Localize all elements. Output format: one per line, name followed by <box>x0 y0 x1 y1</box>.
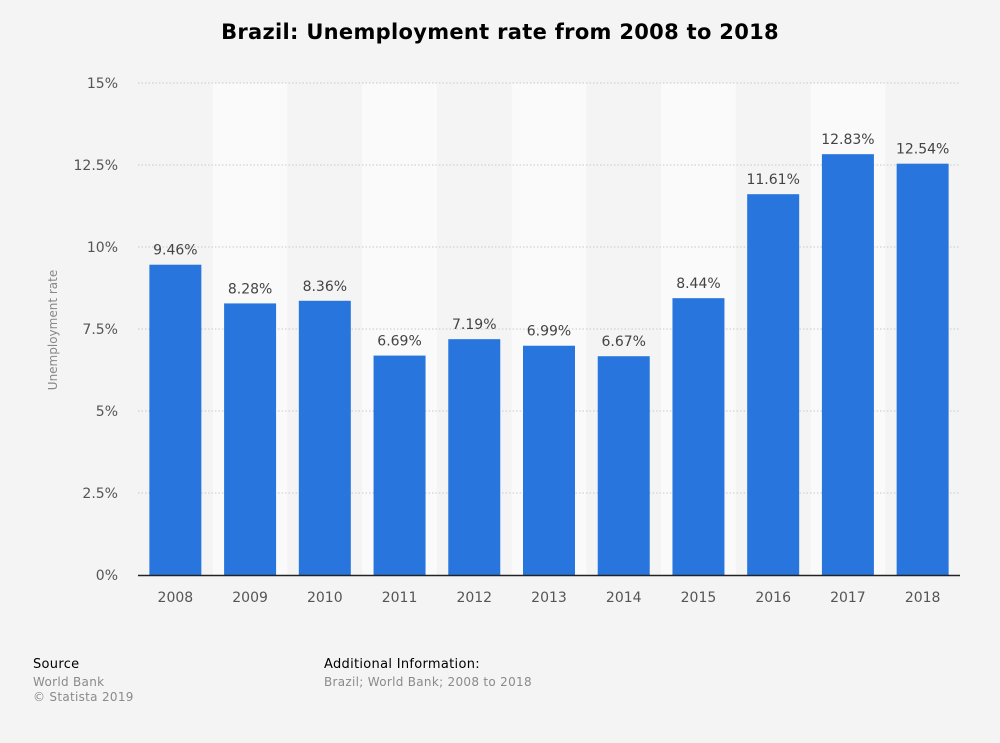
copyright-line: © Statista 2019 <box>33 690 134 704</box>
y-axis-label: Unemployment rate <box>46 269 60 391</box>
data-label: 6.69% <box>377 334 421 350</box>
chart-title: Brazil: Unemployment rate from 2008 to 2… <box>221 20 779 44</box>
bar <box>373 355 426 575</box>
y-tick-label: 12.5% <box>74 158 118 174</box>
data-label: 8.28% <box>228 281 272 297</box>
bar <box>672 298 725 575</box>
x-tick-label: 2014 <box>606 590 642 606</box>
x-tick-label: 2018 <box>905 590 941 606</box>
source-heading: Source <box>33 657 80 672</box>
bar <box>298 300 351 575</box>
x-axis-ticks: 2008 2009 2010 2011 2012 2013 2014 2015 2016 2017… <box>158 590 941 606</box>
bar <box>597 356 650 575</box>
x-tick-label: 2012 <box>456 590 492 606</box>
data-labels: 9.46% 8.28% 8.36% 6.69% 7.19% 6.99% 6.67% 8.44%… <box>153 132 949 350</box>
bar <box>523 345 575 575</box>
data-label: 8.36% <box>303 279 347 295</box>
data-label: 12.54% <box>896 142 949 158</box>
data-label: 9.46% <box>153 243 197 259</box>
additional-info-heading: Additional Information: <box>324 657 480 672</box>
y-tick-label: 5% <box>96 404 118 420</box>
data-label: 6.67% <box>601 334 645 350</box>
x-tick-label: 2015 <box>681 590 717 606</box>
source-line[interactable]: World Bank <box>33 675 105 689</box>
y-axis-ticks: 0% 2.5% 5% 7.5% 10% 12.5% 15% <box>74 76 118 584</box>
x-tick-label: 2013 <box>531 590 567 606</box>
y-tick-label: 15% <box>87 76 118 92</box>
source-block: Source World Bank © Statista 2019 <box>33 657 134 705</box>
additional-info-block: Additional Information: Brazil; World Ba… <box>324 657 532 690</box>
bar <box>821 154 874 575</box>
x-tick-label: 2017 <box>830 590 866 606</box>
x-tick-label: 2016 <box>755 590 791 606</box>
bar <box>896 163 949 576</box>
data-label: 7.19% <box>452 317 496 333</box>
data-label: 11.61% <box>746 172 799 188</box>
y-tick-label: 2.5% <box>82 486 118 502</box>
y-tick-label: 7.5% <box>82 322 118 338</box>
x-tick-label: 2008 <box>158 590 194 606</box>
y-tick-label: 10% <box>87 240 118 256</box>
data-label: 6.99% <box>527 324 571 340</box>
x-tick-label: 2011 <box>382 590 418 606</box>
x-tick-label: 2009 <box>232 590 268 606</box>
bar <box>747 194 800 575</box>
data-label: 12.83% <box>821 132 874 148</box>
data-label: 8.44% <box>676 276 720 292</box>
bars <box>149 154 949 576</box>
additional-info-line: Brazil; World Bank; 2008 to 2018 <box>324 675 532 689</box>
bar <box>149 264 202 575</box>
x-tick-label: 2010 <box>307 590 343 606</box>
bar <box>224 303 277 575</box>
bar <box>448 339 501 575</box>
y-tick-label: 0% <box>96 568 118 584</box>
